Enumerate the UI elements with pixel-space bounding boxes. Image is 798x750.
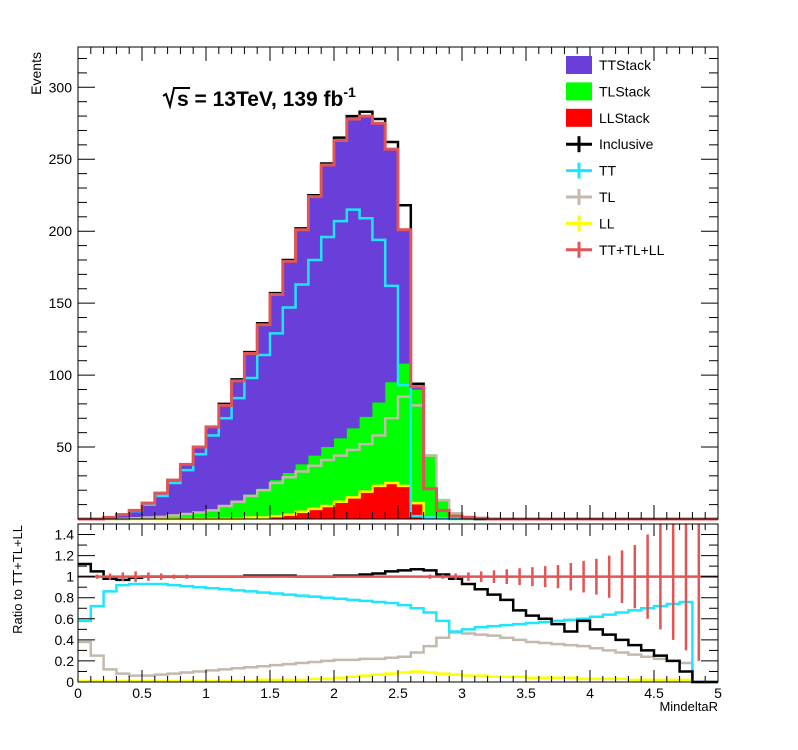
ratio-lines <box>78 524 718 684</box>
legend-entry: TT <box>566 162 617 179</box>
main-y-tick-label: 300 <box>49 79 73 95</box>
x-tick-label: 5 <box>714 685 722 701</box>
main-y-axis-title: Events <box>28 52 44 95</box>
legend-entry: TLStack <box>566 82 651 101</box>
x-tick-label: 0 <box>74 685 82 701</box>
legend-entry: TTStack <box>566 56 652 74</box>
energy-value: = 13TeV, 139 fb <box>189 88 344 111</box>
x-tick-label: 2.5 <box>388 685 408 701</box>
x-tick-label: 3 <box>458 685 466 701</box>
ratio-y-tick-label: 0 <box>66 674 74 690</box>
legend-entry: TL <box>566 189 616 205</box>
tl-stack-fill <box>78 363 718 519</box>
legend-entry: Inclusive <box>566 136 654 153</box>
x-tick-label: 4.5 <box>644 685 664 701</box>
legend-swatch <box>566 82 592 101</box>
tl-ratio-line <box>78 631 718 684</box>
energy-annotation-text: s = 13TeV, 139 fb-1 <box>177 84 356 111</box>
x-tick-label: 1.5 <box>260 685 280 701</box>
energy-annotation: s = 13TeV, 139 fb-1 <box>162 84 356 111</box>
legend-label: TL <box>599 189 616 205</box>
ratio-y-tick-label: 1.2 <box>55 548 75 564</box>
legend-label: TT <box>599 163 617 179</box>
legend-swatch <box>566 108 592 127</box>
ll-stack-fill <box>78 483 718 519</box>
ratio-y-tick-label: 0.2 <box>55 653 75 669</box>
main-y-tick-label: 200 <box>49 223 73 239</box>
legend-label: TT+TL+LL <box>599 242 665 258</box>
x-tick-label: 3.5 <box>516 685 536 701</box>
main-y-tick-label: 150 <box>49 295 73 311</box>
legend-label: Inclusive <box>599 136 654 152</box>
legend-entry: LL <box>566 215 615 232</box>
main-axis-ticks: 50 100 150 200 250 300 <box>49 47 719 519</box>
x-axis-title: MindeltaR <box>659 699 718 714</box>
legend-entry: TT+TL+LL <box>566 241 665 258</box>
x-tick-label: 2 <box>330 685 338 701</box>
x-tick-label: 4 <box>586 685 594 701</box>
legend-label: TTStack <box>599 57 652 73</box>
x-tick-label: 0.5 <box>132 685 152 701</box>
ratio-y-tick-label: 0.6 <box>55 611 75 627</box>
main-panel: 50 100 150 200 250 300 Events s = 13TeV, 139 … <box>28 46 719 521</box>
main-y-tick-label: 250 <box>49 151 73 167</box>
ll-ratio-line <box>78 670 718 684</box>
ratio-y-tick-label: 0.4 <box>55 632 75 648</box>
energy-sqrt-s: s <box>177 88 189 111</box>
ratio-axis-ticks: 0 0.2 0.4 0.6 0.8 1 1.2 1.4 0 0.5 1 1.5 2 2.5 3 3.5 4 4.5… <box>55 523 722 701</box>
legend-label: LL <box>599 215 615 231</box>
main-y-tick-label: 50 <box>56 439 72 455</box>
legend-swatch <box>566 56 592 74</box>
ratio-y-tick-label: 1.4 <box>55 527 75 543</box>
legend: TTStack TLStack LLStack Inclusive TT TL LL TT+T… <box>566 56 665 258</box>
tt-ratio-line <box>78 582 718 684</box>
sqrt-symbol <box>162 87 190 110</box>
ratio-y-tick-label: 0.8 <box>55 590 75 606</box>
legend-entry: LLStack <box>566 108 651 127</box>
main-y-tick-label: 100 <box>49 367 73 383</box>
ratio-y-axis-title: Ratio to TT+TL+LL <box>10 525 25 634</box>
legend-label: TLStack <box>599 83 651 99</box>
legend-label: LLStack <box>599 110 651 126</box>
ratio-y-tick-label: 1 <box>66 569 74 585</box>
energy-superscript: -1 <box>343 84 356 100</box>
x-tick-label: 1 <box>202 685 210 701</box>
ratio-panel: 0 0.2 0.4 0.6 0.8 1 1.2 1.4 0 0.5 1 1.5 2 2.5 3 3.5 4 4.5… <box>10 523 722 714</box>
